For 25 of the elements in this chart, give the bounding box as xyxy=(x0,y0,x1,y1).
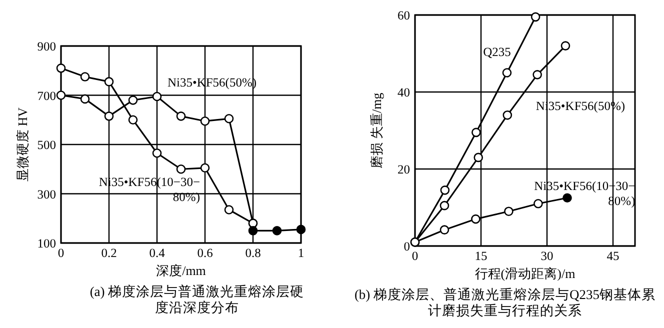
x-tick-label: 1 xyxy=(298,246,304,260)
x-tick-label: 0.4 xyxy=(149,246,166,260)
y-tick-label: 700 xyxy=(37,88,56,103)
x-axis-title: 深度/mm xyxy=(156,263,206,278)
y-axis-title: 磨损 失重/mg xyxy=(369,92,384,168)
series-label: Q235 xyxy=(483,44,511,59)
x-axis-title: 行程(滑动距离)/m xyxy=(474,266,576,281)
y-tick-label: 100 xyxy=(37,236,56,250)
x-tick-label: 30 xyxy=(540,249,554,263)
y-axis-title: 显微硬度 HV xyxy=(15,106,30,182)
y-tick-label: 60 xyxy=(398,8,410,22)
x-tick-label: 0.2 xyxy=(101,246,117,260)
x-tick-label: 0.6 xyxy=(197,246,213,260)
y-tick-label: 40 xyxy=(398,86,410,100)
x-tick-label: 0.8 xyxy=(245,246,261,260)
text: (a) 梯度涂层与普通激光重熔涂层硬度沿深度分布 xyxy=(90,283,304,316)
x-tick-label: 0 xyxy=(58,246,64,260)
x-tick-label: 0 xyxy=(412,249,418,263)
x-tick-label: 15 xyxy=(474,249,488,263)
y-tick-label: 900 xyxy=(37,40,56,54)
y-tick-label: 20 xyxy=(398,162,410,176)
text: (b) 梯度涂层、普通激光重熔涂层与Q235钢基体累计磨损失重与行程的关系 xyxy=(354,286,656,318)
y-tick-label: 500 xyxy=(37,138,56,152)
x-tick-label: 45 xyxy=(606,249,620,263)
y-tick-label: 300 xyxy=(37,187,56,202)
